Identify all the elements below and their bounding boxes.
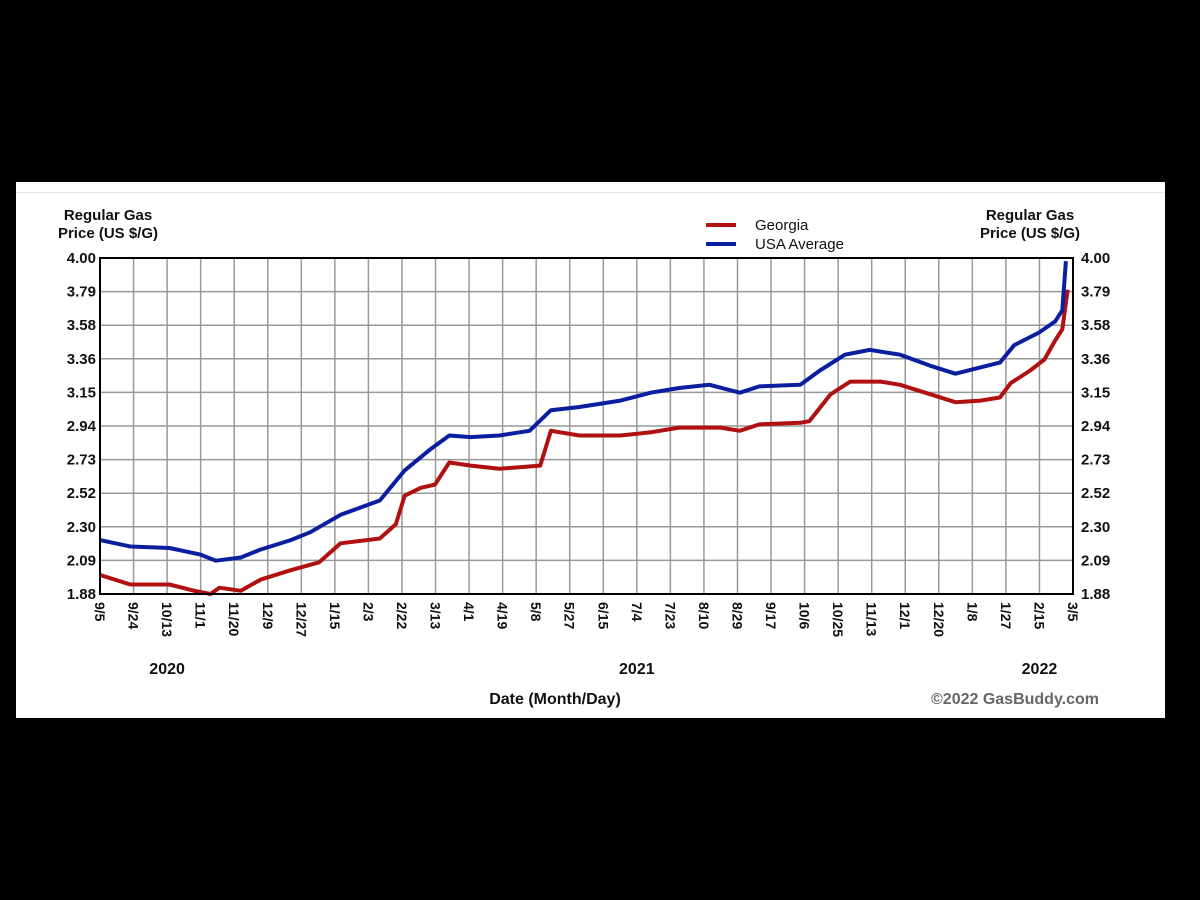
y-tick-label-left: 4.00 xyxy=(67,250,96,267)
series-line-georgia xyxy=(99,289,1070,596)
legend-label-usa: USA Average xyxy=(755,236,844,253)
x-tick-label: 4/19 xyxy=(495,602,511,629)
x-tick-label: 9/17 xyxy=(763,602,779,629)
credit-text: ©2022 GasBuddy.com xyxy=(931,691,1099,708)
plot-frame xyxy=(99,257,1074,595)
x-tick-label: 11/13 xyxy=(864,602,880,636)
x-tick-label: 7/4 xyxy=(629,602,645,622)
gas-price-chart: Regular Gas Price (US $/G) Regular Gas P… xyxy=(58,207,1111,708)
y-tick-label-left: 2.94 xyxy=(67,418,97,435)
x-axis-title: Date (Month/Day) xyxy=(489,691,621,708)
y-tick-label-right: 1.88 xyxy=(1081,586,1110,603)
y-tick-label-right: 2.73 xyxy=(1081,452,1110,469)
y-tick-label-right: 3.36 xyxy=(1081,351,1110,368)
year-label: 2021 xyxy=(619,661,655,678)
y-tick-label-left: 3.15 xyxy=(67,384,96,401)
x-tick-label: 12/20 xyxy=(931,602,947,637)
x-tick-label: 6/15 xyxy=(595,602,611,629)
y-tick-label-right: 2.09 xyxy=(1081,552,1110,569)
x-tick-label: 2/15 xyxy=(1031,602,1047,629)
year-label: 2022 xyxy=(1022,661,1058,678)
year-label: 2020 xyxy=(149,661,185,678)
x-tick-label: 1/8 xyxy=(964,602,980,622)
y-tick-label-left: 2.73 xyxy=(67,452,96,469)
x-tick-label: 10/6 xyxy=(797,602,813,629)
x-tick-label: 10/13 xyxy=(159,602,175,637)
y-tick-label-left: 2.52 xyxy=(67,485,96,502)
x-tick-label: 3/13 xyxy=(428,602,444,629)
y-tick-label-left: 2.09 xyxy=(67,552,96,569)
x-tick-label: 9/5 xyxy=(92,602,108,622)
x-tick-label: 1/27 xyxy=(998,602,1014,629)
right-axis-title-line1: Regular Gas xyxy=(986,207,1074,224)
y-tick-label-right: 2.52 xyxy=(1081,485,1110,502)
left-axis-title-line1: Regular Gas xyxy=(64,207,152,224)
y-tick-label-left: 3.58 xyxy=(67,317,96,334)
x-tick-label: 1/15 xyxy=(327,602,343,629)
chart-panel: Regular Gas Price (US $/G) Regular Gas P… xyxy=(16,182,1165,718)
y-tick-label-right: 3.15 xyxy=(1081,384,1110,401)
x-tick-label: 2/22 xyxy=(394,602,410,629)
y-tick-label-left: 2.30 xyxy=(67,519,96,536)
x-tick-label: 8/10 xyxy=(696,602,712,629)
y-tick-label-right: 3.79 xyxy=(1081,284,1110,301)
y-tick-label-left: 1.88 xyxy=(67,586,96,603)
x-tick-label: 11/20 xyxy=(226,602,242,636)
left-axis-title-line2: Price (US $/G) xyxy=(58,225,158,242)
y-tick-label-right: 2.94 xyxy=(1081,418,1111,435)
y-tick-label-left: 3.79 xyxy=(67,284,96,301)
x-tick-label: 9/24 xyxy=(126,602,142,629)
right-axis-title-line2: Price (US $/G) xyxy=(980,225,1080,242)
x-tick-label: 4/1 xyxy=(461,602,477,622)
x-tick-label: 5/27 xyxy=(562,602,578,629)
x-tick-label: 2/3 xyxy=(360,602,376,622)
y-tick-label-right: 2.30 xyxy=(1081,519,1110,536)
divider xyxy=(16,192,1165,193)
legend: Georgia USA Average xyxy=(706,217,844,253)
x-tick-label: 11/1 xyxy=(193,602,209,629)
x-tick-label: 12/9 xyxy=(260,602,276,629)
x-tick-label: 5/8 xyxy=(528,602,544,622)
series-group xyxy=(99,261,1070,596)
x-tick-label: 12/27 xyxy=(293,602,309,637)
y-tick-label-left: 3.36 xyxy=(67,351,96,368)
x-tick-label: 8/29 xyxy=(729,602,745,629)
legend-label-georgia: Georgia xyxy=(755,217,809,234)
y-tick-label-right: 3.58 xyxy=(1081,317,1110,334)
x-tick-label: 3/5 xyxy=(1065,602,1081,622)
x-tick-label: 12/1 xyxy=(897,602,913,629)
x-tick-label: 7/23 xyxy=(662,602,678,629)
x-tick-label: 10/25 xyxy=(830,602,846,637)
series-line-usa-average xyxy=(99,261,1068,563)
grid xyxy=(99,257,1074,595)
y-tick-label-right: 4.00 xyxy=(1081,250,1110,267)
